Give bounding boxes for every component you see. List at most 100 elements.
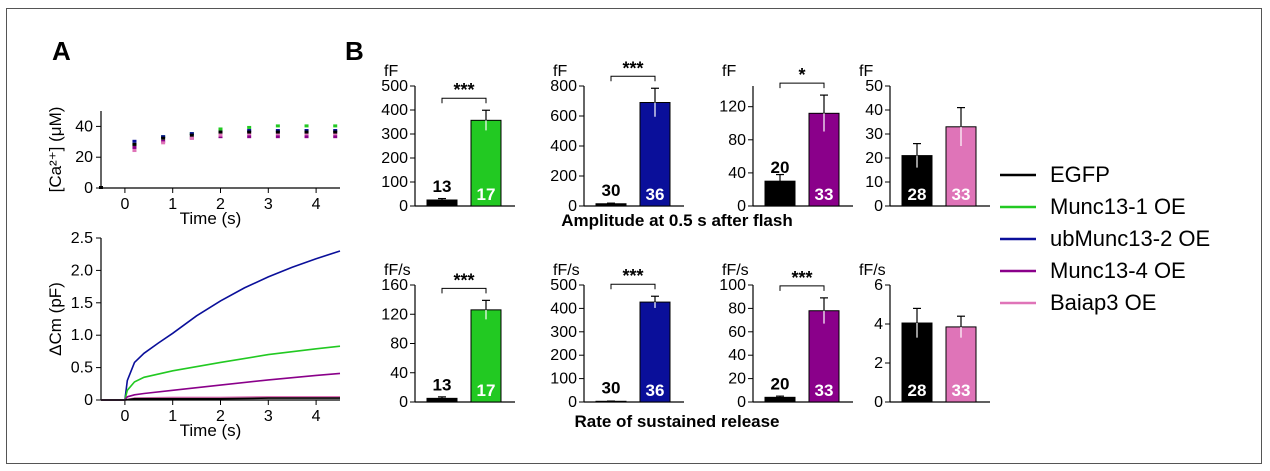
n-label: 36 (646, 185, 665, 204)
x-tick-label: 2 (216, 196, 225, 213)
data-point (161, 135, 166, 139)
figure-frame (6, 8, 1262, 464)
y-tick-label: 400 (550, 300, 577, 317)
unit-label: fF (722, 63, 736, 80)
plot-ca: 0 20 40 0 1 2 3 4 Time (s) [Ca²⁺] (μM) (46, 107, 340, 228)
data-point (161, 139, 166, 143)
data-point (132, 139, 137, 143)
y-tick-label: 0.5 (71, 360, 93, 377)
data-point (247, 135, 252, 139)
data-point (275, 129, 280, 133)
y-tick-label: 100 (719, 277, 746, 294)
y-tick-label: 10 (865, 174, 883, 191)
legend: EGFP Munc13-1 OE ubMunc13-2 OE Munc13-4 OE B… (1000, 162, 1210, 315)
significance-stars: *** (791, 268, 812, 288)
n-label: 33 (952, 185, 971, 204)
y-tick-label: 500 (381, 78, 408, 95)
n-label: 17 (477, 185, 496, 204)
data-point (304, 135, 309, 139)
n-label: 17 (477, 381, 496, 400)
y-tick-label: 40 (728, 347, 746, 364)
y-tick-label: 160 (381, 277, 408, 294)
y-tick-label: 500 (550, 277, 577, 294)
significance-bracket (441, 287, 487, 294)
y-tick-label: 20 (728, 371, 746, 388)
x-axis-label: Time (s) (180, 209, 242, 228)
data-point (333, 124, 338, 128)
data-point (247, 130, 252, 134)
unit-label: fF/s (553, 262, 580, 279)
y-tick-label: 200 (550, 347, 577, 364)
unit-label: fF (553, 63, 567, 80)
legend-label: EGFP (1050, 162, 1110, 187)
x-tick-label: 2 (216, 408, 225, 425)
significance-bracket (610, 75, 656, 82)
x-axis-label: Time (s) (180, 421, 242, 440)
y-tick-label: 100 (381, 174, 408, 191)
y-tick-label: 2 (874, 355, 883, 372)
data-point (132, 142, 137, 146)
caption-rate: Rate of sustained release (574, 412, 779, 431)
y-tick-label: 1.0 (71, 327, 93, 344)
data-point (218, 133, 223, 137)
y-tick-label: 800 (550, 78, 577, 95)
data-point (247, 125, 252, 129)
data-point (304, 124, 309, 128)
y-tick-label: 80 (728, 300, 746, 317)
data-point (333, 129, 338, 133)
data-point (333, 130, 338, 134)
x-tick-label: 1 (168, 408, 177, 425)
data-point (275, 124, 280, 128)
y-tick-label: 200 (550, 168, 577, 185)
y-tick-label: 40 (75, 118, 93, 135)
x-tick-label: 3 (264, 408, 273, 425)
y-tick-label: 20 (865, 150, 883, 167)
y-tick-label: 40 (728, 165, 746, 182)
n-label: 28 (908, 381, 927, 400)
data-point (247, 132, 252, 136)
y-tick-label: 300 (381, 126, 408, 143)
y-tick-label: 120 (381, 306, 408, 323)
series-line (101, 397, 340, 401)
legend-label: Munc13-4 OE (1050, 258, 1186, 283)
significance-stars: * (798, 65, 805, 85)
y-tick-label: 300 (550, 324, 577, 341)
data-point (218, 130, 223, 134)
y-tick-label: 4 (874, 316, 883, 333)
n-label: 20 (771, 158, 790, 177)
unit-label: fF/s (722, 262, 749, 279)
significance-bracket (779, 82, 825, 89)
y-tick-label: 30 (865, 126, 883, 143)
data-point (304, 130, 309, 134)
unit-label: fF/s (859, 262, 886, 279)
y-tick-label: 400 (550, 138, 577, 155)
bar (808, 310, 840, 403)
y-tick-label: 1.5 (71, 295, 93, 312)
y-tick-label: 80 (390, 336, 408, 353)
n-label: 20 (771, 374, 790, 393)
y-tick-label: 2.5 (71, 230, 93, 247)
n-label: 30 (602, 181, 621, 200)
data-point (304, 132, 309, 136)
y-tick-label: 400 (381, 102, 408, 119)
y-tick-label: 80 (728, 132, 746, 149)
data-point (333, 132, 338, 136)
x-tick-label: 4 (312, 196, 321, 213)
significance-stars: *** (622, 266, 643, 286)
n-label: 13 (433, 177, 452, 196)
n-label: 33 (815, 185, 834, 204)
legend-label: ubMunc13-2 OE (1050, 226, 1210, 251)
data-point (275, 135, 280, 139)
data-point (275, 130, 280, 134)
data-point (247, 129, 252, 133)
series-line (101, 250, 341, 401)
data-point (218, 135, 223, 139)
panel-label-b: B (345, 36, 364, 66)
plot-b3: 0 40 80 120 fF 20 33 * (719, 63, 853, 215)
y-tick-label: 40 (865, 102, 883, 119)
